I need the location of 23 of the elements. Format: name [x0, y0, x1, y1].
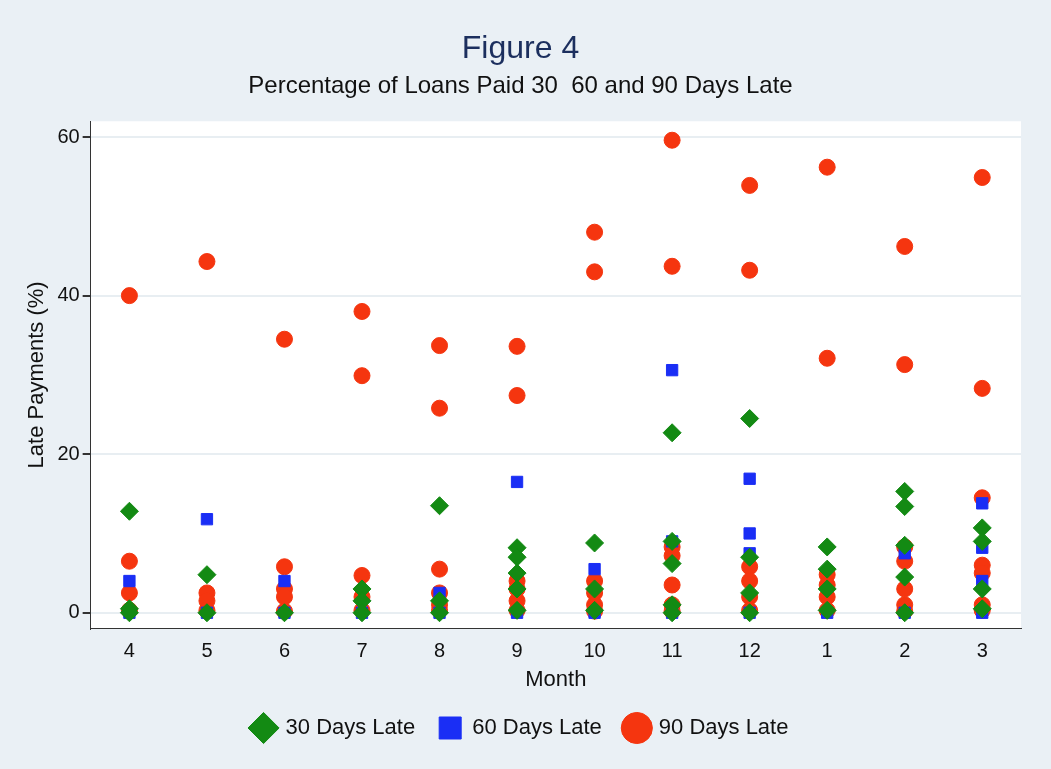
x-tick-label: 6: [278, 639, 291, 662]
x-tick-label: 10: [583, 639, 606, 662]
chart-subtitle: Percentage of Loans Paid 30 60 and 90 Days Late: [248, 71, 793, 99]
x-tick-label: 8: [433, 639, 446, 662]
x-tick-label: 1: [821, 639, 833, 662]
chart-title: Figure 4: [461, 29, 580, 66]
x-tick-label: 9: [511, 639, 523, 662]
x-tick-label: 7: [356, 639, 368, 662]
x-tick-label: 5: [201, 639, 213, 662]
legend-label: 30 Days Late: [285, 714, 416, 740]
x-tick-label: 2: [899, 639, 911, 662]
x-tick-label: 12: [738, 639, 761, 662]
x-axis-title: Month: [525, 665, 587, 691]
x-tick-label: 4: [123, 639, 135, 662]
y-tick-label: 20: [57, 441, 80, 464]
y-tick-label: 60: [57, 124, 80, 147]
y-tick-label: 40: [57, 283, 80, 306]
legend-label: 90 Days Late: [658, 714, 789, 740]
y-tick-label: 0: [68, 600, 80, 623]
x-tick-label: 3: [976, 639, 988, 662]
legend-label: 60 Days Late: [472, 714, 602, 740]
y-axis-title: Late Payments (%): [23, 281, 49, 469]
x-tick-label: 11: [661, 639, 683, 662]
